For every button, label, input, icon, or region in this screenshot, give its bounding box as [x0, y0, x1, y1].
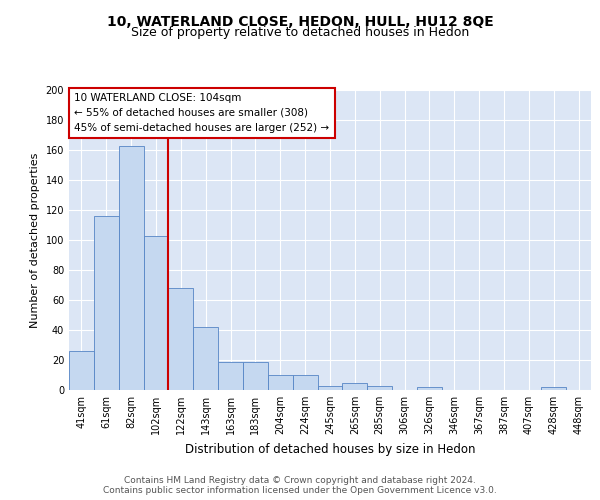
Bar	[193, 327, 218, 390]
Bar	[268, 375, 293, 390]
Bar	[143, 236, 169, 390]
Bar	[541, 387, 566, 390]
Text: Contains HM Land Registry data © Crown copyright and database right 2024.
Contai: Contains HM Land Registry data © Crown c…	[103, 476, 497, 495]
Bar	[243, 362, 268, 390]
Bar	[119, 146, 143, 390]
Bar	[169, 288, 193, 390]
Bar	[367, 386, 392, 390]
Bar	[343, 382, 367, 390]
Text: 10 WATERLAND CLOSE: 104sqm
← 55% of detached houses are smaller (308)
45% of sem: 10 WATERLAND CLOSE: 104sqm ← 55% of deta…	[74, 93, 329, 132]
X-axis label: Distribution of detached houses by size in Hedon: Distribution of detached houses by size …	[185, 442, 475, 456]
Bar	[94, 216, 119, 390]
Bar	[218, 362, 243, 390]
Y-axis label: Number of detached properties: Number of detached properties	[30, 152, 40, 328]
Bar	[293, 375, 317, 390]
Bar	[317, 386, 343, 390]
Bar	[69, 351, 94, 390]
Bar	[417, 387, 442, 390]
Text: 10, WATERLAND CLOSE, HEDON, HULL, HU12 8QE: 10, WATERLAND CLOSE, HEDON, HULL, HU12 8…	[107, 16, 493, 30]
Text: Size of property relative to detached houses in Hedon: Size of property relative to detached ho…	[131, 26, 469, 39]
